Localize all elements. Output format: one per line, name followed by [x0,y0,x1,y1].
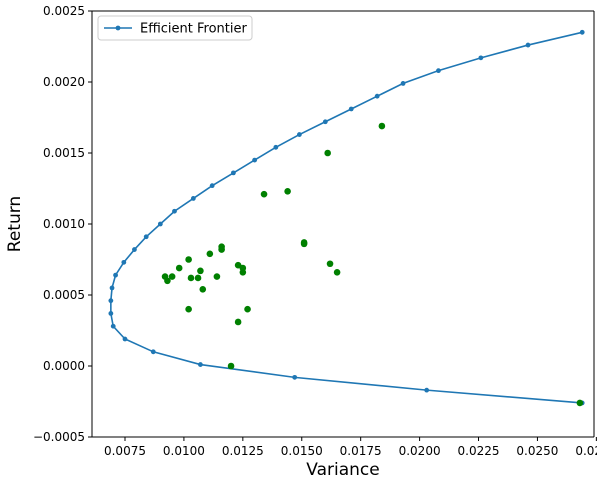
asset-point [206,250,214,258]
asset-point [260,190,268,198]
frontier-point [150,349,156,355]
frontier-point [190,196,196,201]
frontier-point [157,221,163,227]
frontier-line-layer [108,29,585,406]
frontier-point [374,93,380,99]
legend-box [97,15,253,41]
ticks-layer: 0.0075 0.0100 0.0125 0.0150 0.0175 0.0200 0.02… [33,4,597,458]
asset-point [227,362,235,370]
asset-point [333,268,341,276]
x-tick-label: 0.0175 [340,444,382,458]
y-tick-label: 0.0005 [43,288,85,302]
frontier-line [110,31,583,404]
asset-point [185,256,192,263]
frontier-point [436,68,441,74]
x-tick-label: 0.0275 [575,444,597,458]
x-tick-label: 0.0125 [222,444,264,458]
asset-point [175,264,183,272]
frontier-point [113,272,118,278]
asset-point [234,318,242,326]
asset-point [185,305,192,313]
frontier-point [121,259,127,265]
frontier-point [322,119,328,125]
frontier-point [109,285,115,291]
legend-entry-label: Efficient Frontier [140,22,247,37]
asset-point [164,277,171,285]
x-tick-label: 0.0075 [104,444,146,458]
asset-point [326,260,334,268]
frontier-point [252,157,258,163]
asset-point [378,122,386,130]
frontier-point [143,234,149,240]
asset-point [168,273,176,280]
asset-point [576,399,584,407]
asset-point [239,268,247,276]
y-tick-label: 0.0025 [43,4,85,18]
asset-point [324,149,331,157]
frontier-point [231,170,236,176]
asset-point [187,274,195,282]
asset-point [197,267,204,275]
frontier-point [110,323,116,329]
y-tick-label: 0.0000 [43,359,85,373]
frontier-point [108,298,114,304]
plot-area [92,11,594,437]
asset-point [218,246,225,253]
x-tick-label: 0.0250 [516,444,558,458]
x-axis-label: Variance [306,460,379,480]
frontier-point [172,208,177,214]
x-tick-label: 0.0150 [281,444,323,458]
asset-point [244,305,251,313]
frontier-point [579,29,585,35]
frontier-point [122,336,128,342]
frontier-point [273,144,279,150]
asset-point [300,240,308,248]
asset-point [199,286,207,293]
x-tick-label: 0.0100 [163,444,205,458]
y-tick-label: 0.0010 [43,217,85,231]
asset-point [284,188,291,195]
legend: Efficient Frontier [97,15,253,41]
frontier-point [424,387,430,393]
frontier-point [296,132,302,137]
frontier-point [108,311,114,316]
scatter-layer [161,122,584,407]
frontier-point [292,374,298,380]
frontier-point [209,183,215,189]
x-tick-label: 0.0225 [458,444,500,458]
y-tick-label: −0.0005 [33,430,85,444]
y-tick-label: 0.0020 [43,75,85,89]
x-tick-label: 0.0200 [399,444,441,458]
y-tick-label: 0.0015 [43,146,85,160]
frontier-point [132,247,137,252]
asset-point [194,274,202,282]
y-axis-label: Return [5,196,25,252]
frontier-point [478,55,484,61]
frontier-point [400,81,406,86]
frontier-point [198,362,203,367]
legend-marker-swatch [115,25,121,31]
asset-point [213,273,221,280]
frontier-point [525,42,531,48]
frontier-point [348,106,354,112]
